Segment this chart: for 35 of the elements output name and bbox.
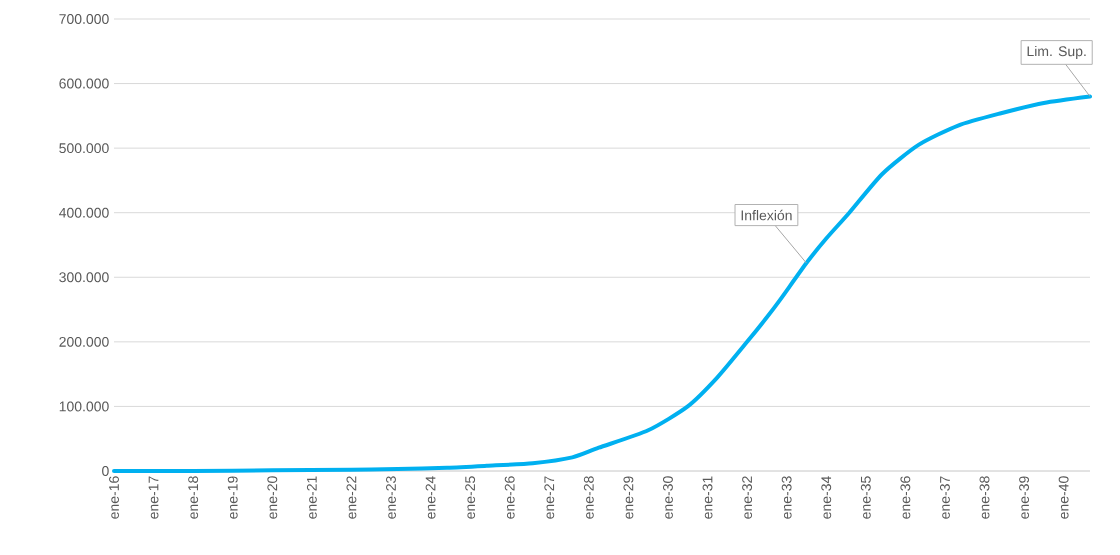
x-tick-label: ene-28 — [583, 476, 594, 519]
y-tick-label: 300.000 — [59, 272, 109, 283]
y-tick-label: 600.000 — [59, 78, 109, 89]
annotation: Lim. Sup. — [1027, 45, 1086, 59]
x-tick-label: ene-16 — [109, 476, 119, 519]
y-tick-label: 500.000 — [59, 143, 109, 154]
x-tick-label: ene-40 — [1058, 476, 1069, 519]
x-tick-label: ene-39 — [1019, 476, 1030, 519]
y-tick-label: 400.000 — [59, 207, 109, 218]
x-tick-label: ene-18 — [188, 476, 199, 519]
x-tick-label: ene-23 — [386, 476, 396, 519]
x-tick-label: ene-20 — [267, 476, 278, 519]
x-tick-label: ene-33 — [781, 476, 792, 519]
x-tick-label: ene-25 — [465, 476, 476, 519]
x-tick-label: ene-30 — [663, 476, 673, 519]
x-tick-label: ene-29 — [623, 476, 634, 519]
x-tick-label: ene-26 — [504, 476, 515, 519]
x-tick-label: ene-36 — [900, 476, 911, 519]
x-tick-label: ene-22 — [346, 476, 357, 519]
x-tick-label: ene-21 — [306, 476, 317, 519]
y-tick-label: 0 — [102, 466, 109, 476]
x-tick-label: ene-19 — [227, 476, 238, 519]
x-tick-label: ene-38 — [979, 476, 990, 519]
annotation: Inflexión — [741, 209, 792, 221]
x-tick-label: ene-34 — [821, 476, 832, 519]
x-tick-label: ene-35 — [860, 476, 871, 519]
x-tick-label: ene-32 — [742, 476, 753, 519]
y-tick-label: 700.000 — [59, 14, 109, 24]
x-tick-label: ene-37 — [939, 476, 950, 519]
x-tick-label: ene-24 — [425, 476, 436, 519]
x-tick-label: ene-17 — [148, 476, 159, 519]
y-tick-label: 200.000 — [59, 336, 109, 347]
y-tick-label: 100.000 — [59, 401, 109, 412]
x-tick-label: ene-27 — [544, 476, 555, 519]
x-tick-label: ene-31 — [702, 476, 713, 519]
